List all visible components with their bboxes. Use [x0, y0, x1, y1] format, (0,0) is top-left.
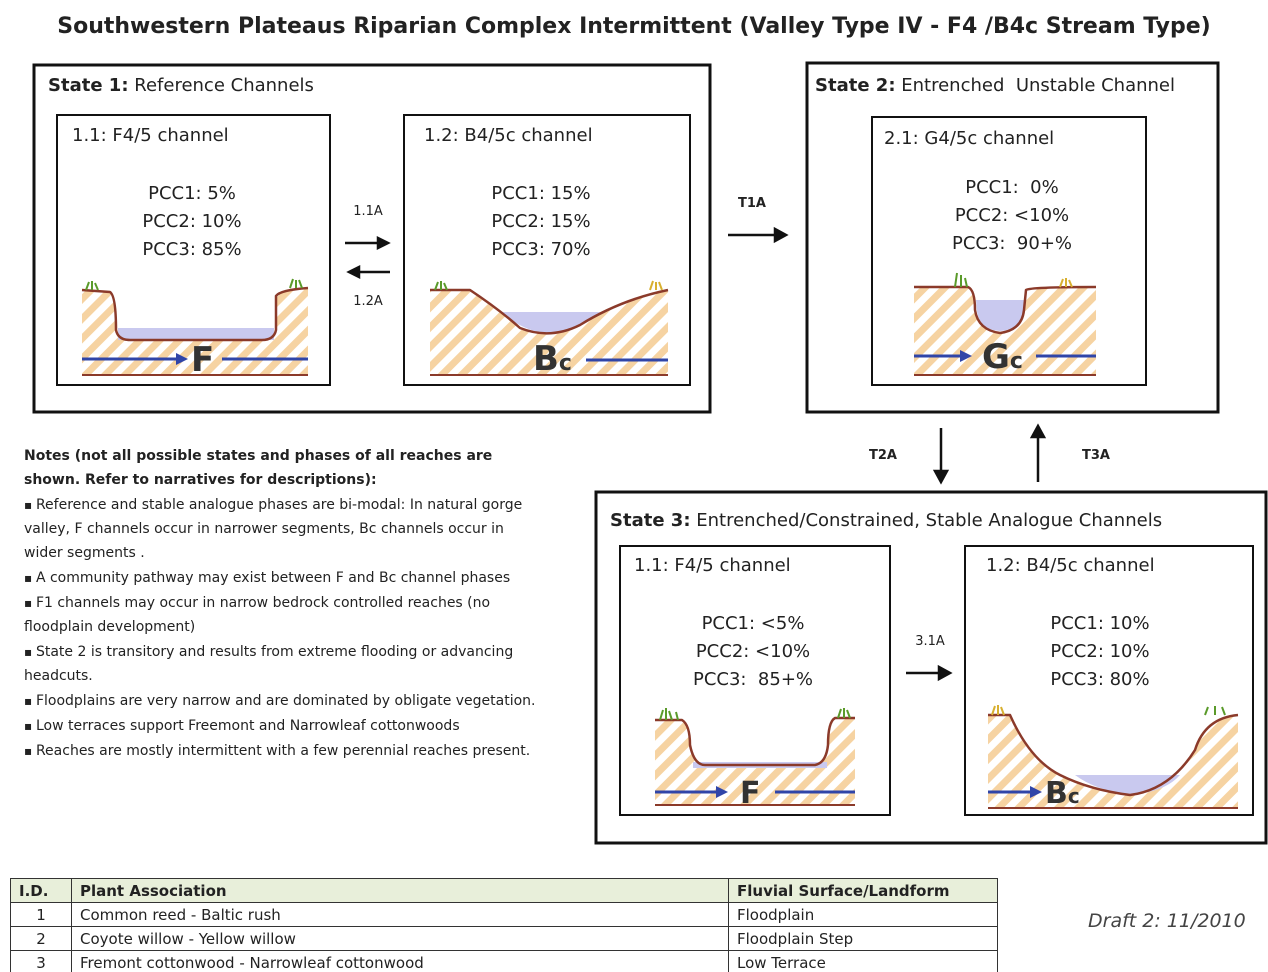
notes: Notes (not all possible states and phase… — [24, 444, 544, 764]
transition-label: 1.2A — [338, 294, 398, 309]
state-title: State 2: Entrenched Unstable Channel — [815, 75, 1175, 96]
phase-label: 2.1: G4/5c channel — [884, 128, 1054, 149]
pcc: PCC2: 15% — [441, 211, 641, 232]
notes-heading: Notes (not all possible states and phase… — [24, 444, 544, 492]
cell: Floodplain — [729, 903, 998, 927]
cell: Plant Association — [72, 879, 729, 903]
cell: I.D. — [11, 879, 72, 903]
pcc: PCC1: 0% — [912, 177, 1112, 198]
title: Southwestern Plateaus Riparian Complex I… — [0, 14, 1268, 39]
pcc: PCC1: 15% — [441, 183, 641, 204]
state-label: State 2: — [815, 75, 896, 96]
pcc: PCC3: 90+% — [912, 233, 1112, 254]
transition-label: T3A — [1066, 448, 1126, 463]
note: A community pathway may exist between F … — [24, 566, 544, 590]
phase-label: 1.1: F4/5 channel — [634, 555, 791, 576]
state-name: Entrenched Unstable Channel — [901, 75, 1175, 96]
cell: 1 — [11, 903, 72, 927]
transition-label: T1A — [722, 196, 782, 211]
note: Floodplains are very narrow and are domi… — [24, 689, 544, 713]
pcc: PCC1: <5% — [653, 613, 853, 634]
pcc: PCC2: 10% — [1000, 641, 1200, 662]
phase-label: 1.2: B4/5c channel — [986, 555, 1155, 576]
pcc: PCC3: 70% — [441, 239, 641, 260]
cell: Fremont cottonwood - Narrowleaf cottonwo… — [72, 951, 729, 972]
cell: 3 — [11, 951, 72, 972]
cell: Floodplain Step — [729, 927, 998, 951]
phase-label: 1.2: B4/5c channel — [424, 125, 593, 146]
note: Low terraces support Freemont and Narrow… — [24, 714, 544, 738]
note: Reaches are mostly intermittent with a f… — [24, 739, 544, 763]
pcc: PCC3: 85% — [92, 239, 292, 260]
cell: Common reed - Baltic rush — [72, 903, 729, 927]
cell: 2 — [11, 927, 72, 951]
state-name: Entrenched/Constrained, Stable Analogue … — [696, 510, 1162, 531]
pcc: PCC3: 80% — [1000, 669, 1200, 690]
cell: Low Terrace — [729, 951, 998, 972]
pcc: PCC2: 10% — [92, 211, 292, 232]
transition-label: 3.1A — [900, 634, 960, 649]
draft-label: Draft 2: 11/2010 — [1088, 910, 1246, 932]
note: State 2 is transitory and results from e… — [24, 640, 544, 688]
state-name: Reference Channels — [134, 75, 314, 96]
pcc: PCC1: 10% — [1000, 613, 1200, 634]
note: F1 channels may occur in narrow bedrock … — [24, 591, 544, 639]
channel-label: F — [740, 776, 761, 811]
transition-label: T2A — [853, 448, 913, 463]
page: F Bc Gc F Bc Southwestern Plateaus Ripar… — [0, 0, 1268, 972]
state-label: State 3: — [610, 510, 691, 531]
channel-label: F — [191, 340, 214, 380]
transition-label: 1.1A — [338, 204, 398, 219]
pcc: PCC3: 85+% — [653, 669, 853, 690]
state-title: State 3: Entrenched/Constrained, Stable … — [610, 510, 1162, 531]
pcc: PCC2: <10% — [912, 205, 1112, 226]
note: Reference and stable analogue phases are… — [24, 493, 544, 565]
phase-label: 1.1: F4/5 channel — [72, 125, 229, 146]
state-title: State 1: Reference Channels — [48, 75, 314, 96]
pcc: PCC1: 5% — [92, 183, 292, 204]
state-label: State 1: — [48, 75, 129, 96]
cell: Fluvial Surface/Landform — [729, 879, 998, 903]
pcc: PCC2: <10% — [653, 641, 853, 662]
cell: Coyote willow - Yellow willow — [72, 927, 729, 951]
